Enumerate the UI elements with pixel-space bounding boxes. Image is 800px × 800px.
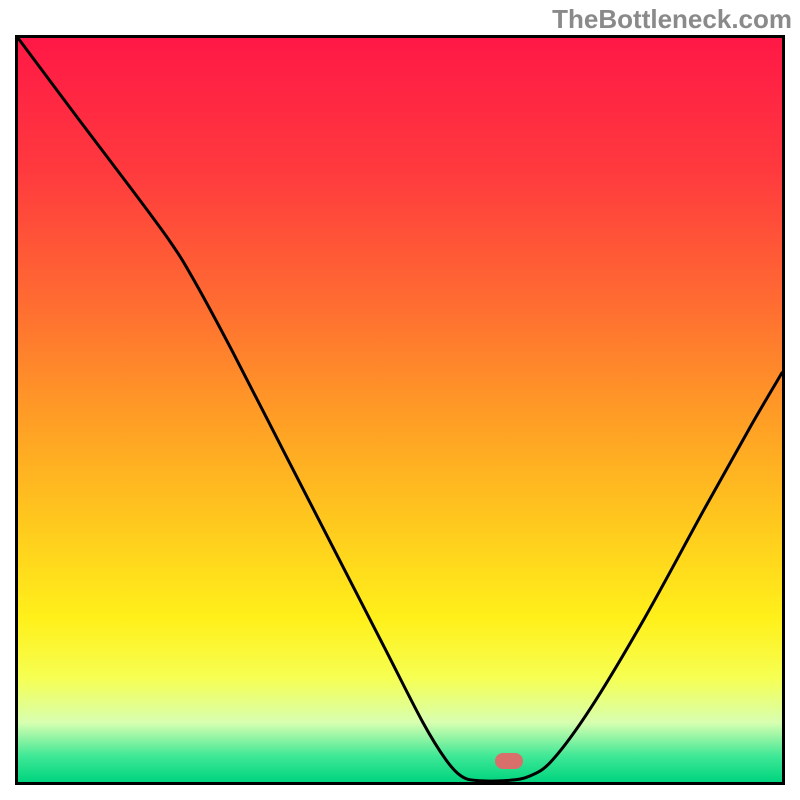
chart-frame [15,35,785,785]
optimal-point-marker [495,753,523,769]
bottleneck-curve-path [18,38,782,781]
bottleneck-curve [18,38,782,782]
watermark-text: TheBottleneck.com [552,4,792,35]
